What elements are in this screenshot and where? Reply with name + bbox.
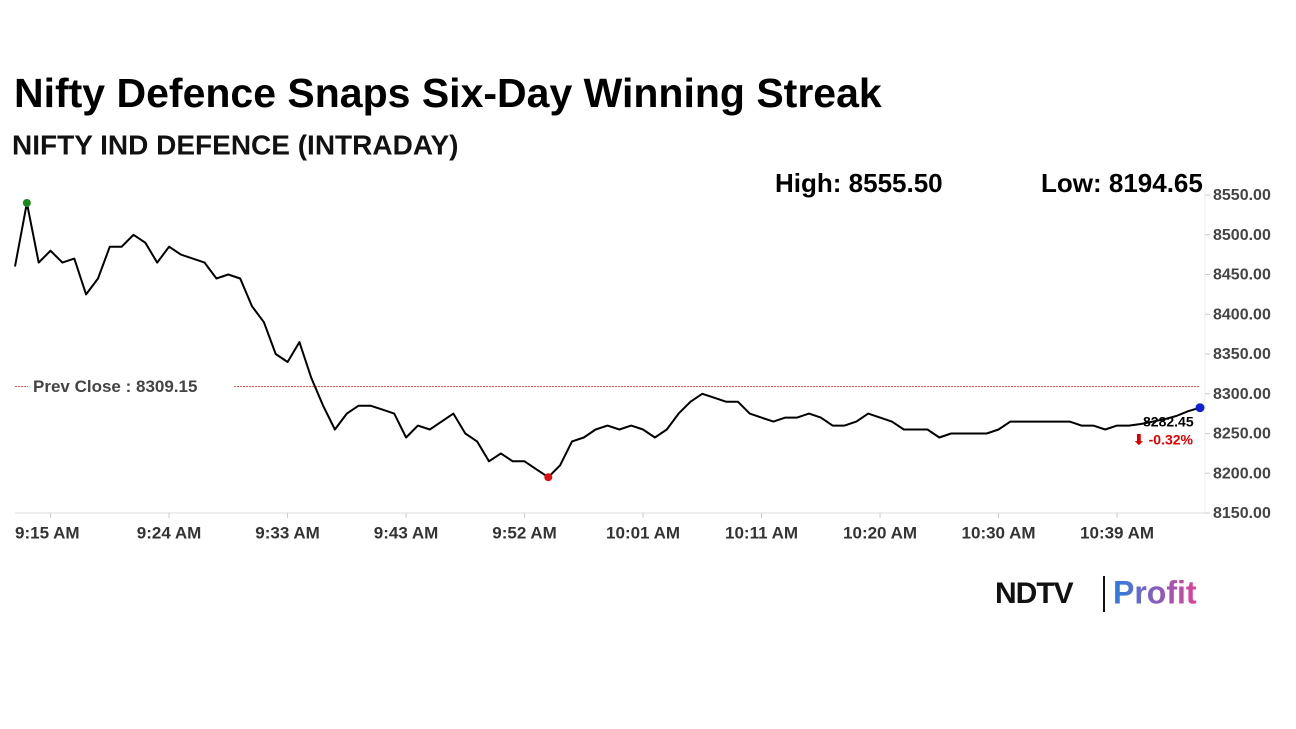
logo-ndtv: NDTV (995, 577, 1074, 610)
y-tick-label: 8500.00 (1213, 227, 1271, 244)
y-tick-label: 8350.00 (1213, 346, 1271, 363)
y-tick-label: 8150.00 (1213, 505, 1271, 522)
x-tick-label: 10:20 AM (843, 523, 917, 542)
x-tick-label: 10:11 AM (725, 523, 798, 542)
y-tick-label: 8200.00 (1213, 465, 1271, 482)
y-tick-label: 8300.00 (1213, 386, 1271, 403)
last-price-label: 8282.45 (1143, 413, 1194, 429)
y-tick-label: 8250.00 (1213, 426, 1271, 443)
x-tick-label: 10:39 AM (1080, 523, 1154, 542)
y-tick-label: 8550.00 (1213, 187, 1271, 204)
prev-close-bg (28, 374, 234, 397)
x-tick-label: 9:52 AM (492, 523, 557, 542)
chart-title: Nifty Defence Snaps Six-Day Winning Stre… (14, 70, 882, 116)
price-line (14, 201, 1201, 479)
high-marker (22, 198, 31, 207)
chart-subtitle: NIFTY IND DEFENCE (INTRADAY) (12, 129, 458, 160)
high-label: High: 8555.50 (775, 168, 943, 198)
change-label: ⬇ -0.32% (1133, 431, 1194, 447)
last-marker (1195, 403, 1205, 413)
y-tick-label: 8450.00 (1213, 267, 1271, 284)
x-tick-label: 9:24 AM (137, 523, 202, 542)
low-marker (544, 473, 553, 482)
x-tick-label: 9:33 AM (255, 523, 320, 542)
y-tick-label: 8400.00 (1213, 306, 1271, 323)
low-label: Low: 8194.65 (1041, 168, 1203, 198)
x-tick-label: 9:43 AM (374, 523, 439, 542)
x-tick-label: 10:30 AM (962, 523, 1036, 542)
prev-close-label: Prev Close : 8309.15 (33, 377, 197, 396)
x-tick-label: 10:01 AM (606, 523, 680, 542)
x-tick-label: 9:15 AM (15, 523, 80, 542)
logo-profit: Profit (1113, 574, 1197, 610)
